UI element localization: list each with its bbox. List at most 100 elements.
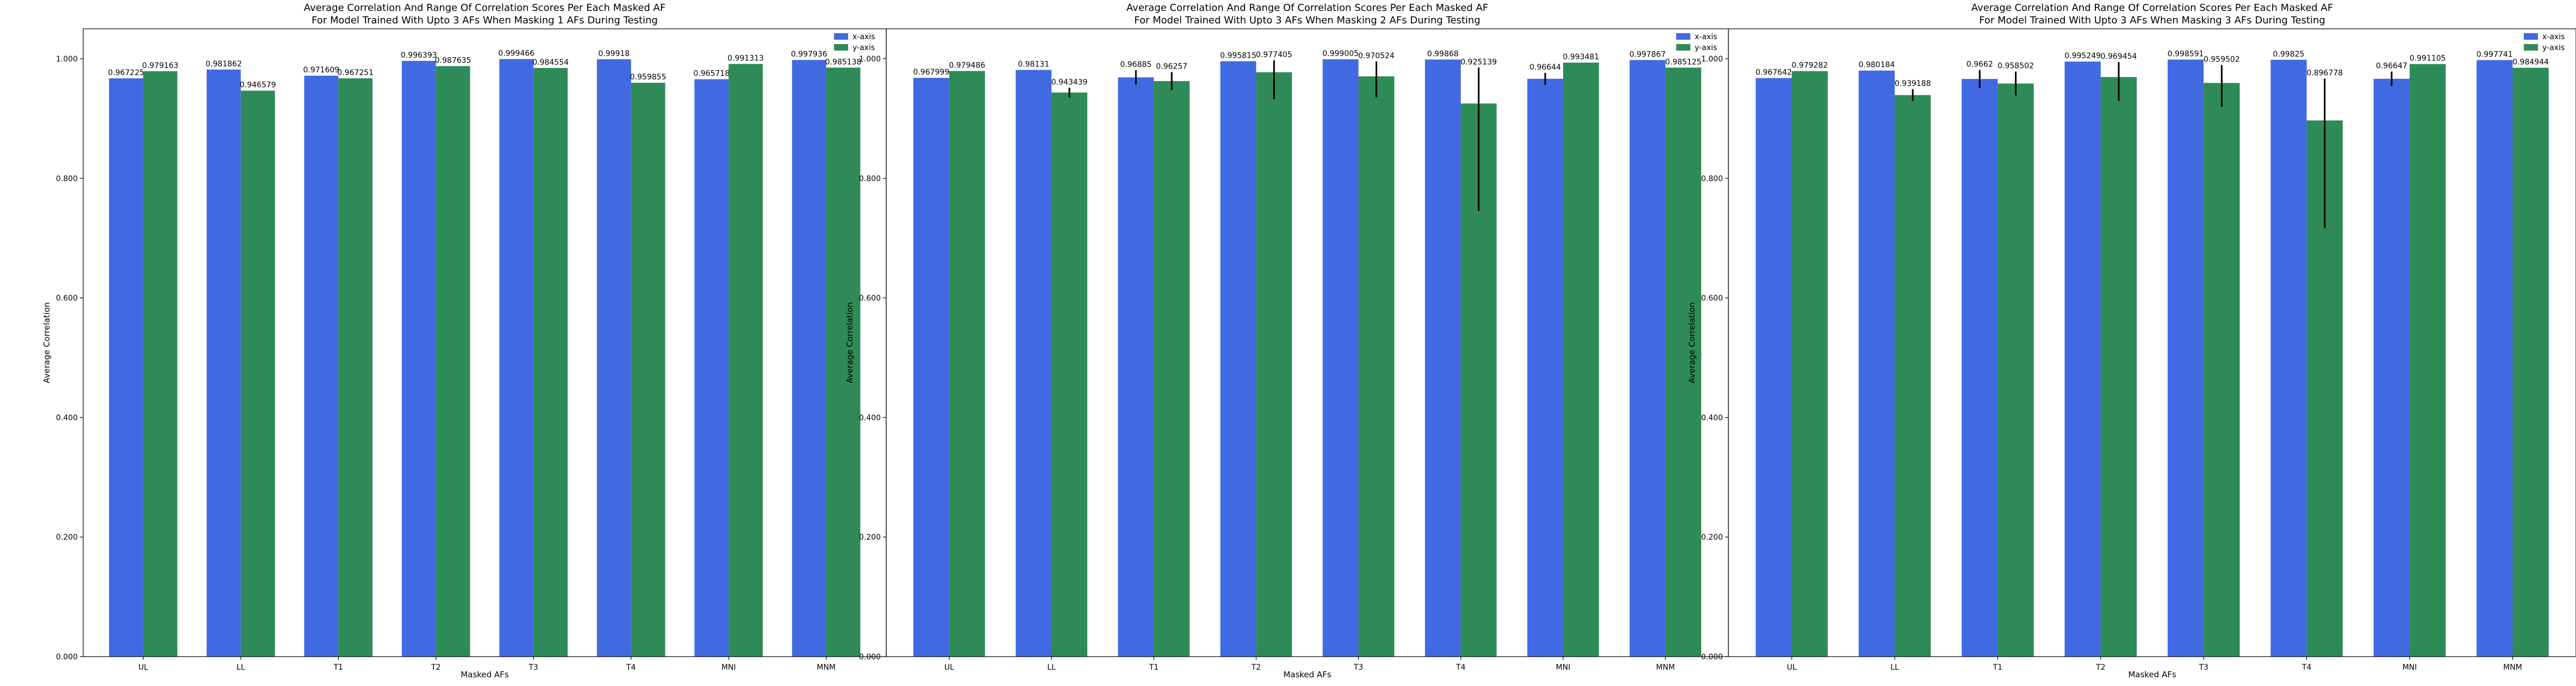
y-axis-label: Average Correlation <box>845 302 855 383</box>
bar-value-label: 0.980184 <box>1858 61 1895 70</box>
bar-value-label: 0.999466 <box>498 50 534 58</box>
legend-label: x-axis <box>2542 33 2565 41</box>
bar-value-label: 0.996393 <box>401 51 437 60</box>
y-tick-label: 1.000 <box>56 55 78 64</box>
x-tick-label: MNI <box>2403 663 2417 672</box>
bar-y-axis-T2 <box>435 66 470 657</box>
chart-panel-1: Average Correlation And Range Of Correla… <box>42 2 887 679</box>
bar-y-axis-LL <box>240 90 275 657</box>
legend-swatch-y-axis <box>2524 44 2538 51</box>
legend-label: x-axis <box>1695 33 1717 41</box>
bar-y-axis-T2 <box>2100 77 2137 657</box>
bar-value-label: 0.967642 <box>1756 69 1792 77</box>
bar-y-axis-MNI <box>1563 63 1599 657</box>
bar-x-axis-UL <box>1756 78 1792 657</box>
y-tick-label: 0.000 <box>1701 653 1723 662</box>
bar-value-label: 0.999005 <box>1322 50 1359 58</box>
x-tick-label: LL <box>1890 663 1899 672</box>
bar-value-label: 0.997741 <box>2477 50 2513 59</box>
x-axis-label: Masked AFs <box>1283 670 1331 679</box>
y-tick-label: 0.200 <box>1701 533 1723 542</box>
bar-value-label: 0.969454 <box>2101 52 2137 61</box>
bar-x-axis-T1 <box>1118 77 1154 657</box>
bar-value-label: 0.96885 <box>1120 60 1152 69</box>
plot-frame <box>1728 28 2576 657</box>
bar-value-label: 0.985138 <box>825 58 862 66</box>
bar-y-axis-LL <box>1051 92 1087 657</box>
bar-y-axis-MNM <box>1665 67 1702 657</box>
bar-y-axis-MNM <box>2512 67 2549 657</box>
x-tick-label: MNI <box>721 663 736 672</box>
bar-value-label: 0.971609 <box>303 66 340 75</box>
x-tick-label: T2 <box>431 663 440 672</box>
y-tick-label: 0.200 <box>56 533 78 542</box>
legend-label: y-axis <box>2542 44 2565 52</box>
legend: x-axis y-axis <box>834 33 875 52</box>
y-axis-label: Average Correlation <box>42 302 52 383</box>
bar-y-axis-T3 <box>533 67 568 657</box>
bar-value-label: 0.967225 <box>108 69 145 77</box>
bar-y-axis-MNI <box>729 64 763 657</box>
bar-value-label: 0.96647 <box>2376 62 2407 71</box>
bar-x-axis-LL <box>1858 70 1895 657</box>
bar-y-axis-T1 <box>338 78 373 657</box>
x-tick-label: T2 <box>1251 663 1261 672</box>
x-tick-label: T4 <box>1455 663 1466 672</box>
bar-value-label: 0.984944 <box>2512 58 2549 66</box>
bar-value-label: 0.99868 <box>1427 50 1459 58</box>
bar-value-label: 0.985125 <box>1665 58 1702 66</box>
bar-value-label: 0.96644 <box>1529 63 1561 72</box>
bar-value-label: 0.984554 <box>532 58 569 67</box>
bar-value-label: 0.995249 <box>2064 52 2101 60</box>
bar-y-axis-T4 <box>631 83 665 657</box>
y-tick-label: 0.400 <box>1701 413 1723 422</box>
x-tick-label: T4 <box>626 663 636 672</box>
bar-value-label: 0.99825 <box>2273 50 2305 59</box>
bar-y-axis-UL <box>949 71 985 657</box>
bar-value-label: 0.979486 <box>949 61 985 70</box>
bar-x-axis-T4 <box>1424 59 1461 657</box>
bar-x-axis-UL <box>913 78 949 657</box>
x-tick-label: MNM <box>2503 663 2522 672</box>
bar-y-axis-T2 <box>1256 72 1292 657</box>
x-tick-label: UL <box>944 663 954 672</box>
y-tick-label: 0.800 <box>56 175 78 183</box>
legend: x-axis y-axis <box>1676 33 1717 52</box>
x-tick-label: T2 <box>2095 663 2105 672</box>
y-tick-label: 0.800 <box>859 175 881 183</box>
x-axis-label: Masked AFs <box>2128 670 2176 679</box>
y-tick-label: 0.400 <box>859 413 881 422</box>
bar-value-label: 0.98131 <box>1018 60 1049 69</box>
bar-value-label: 0.946579 <box>240 81 276 90</box>
bar-y-axis-T3 <box>2204 83 2240 657</box>
bar-y-axis-T3 <box>1358 76 1395 657</box>
bar-value-label: 0.991313 <box>727 54 764 63</box>
bar-value-label: 0.977405 <box>1256 51 1292 59</box>
bar-value-label: 0.981862 <box>206 60 242 69</box>
bar-y-axis-MNM <box>826 67 861 657</box>
x-tick-label: T1 <box>333 663 343 672</box>
bar-x-axis-T2 <box>2064 61 2101 657</box>
bar-y-axis-LL <box>1894 95 1931 657</box>
chart-subtitle: For Model Trained With Upto 3 AFs When M… <box>1134 15 1480 26</box>
legend-swatch-x-axis <box>1676 33 1690 40</box>
bar-y-axis-UL <box>143 71 178 657</box>
bar-value-label: 0.997936 <box>791 50 827 59</box>
x-tick-label: T3 <box>1353 663 1363 672</box>
legend: x-axis y-axis <box>2524 33 2565 52</box>
bar-value-label: 0.998591 <box>2168 50 2204 59</box>
bar-x-axis-UL <box>109 78 144 657</box>
x-tick-label: T3 <box>528 663 538 672</box>
bar-x-axis-LL <box>207 69 241 657</box>
x-tick-label: LL <box>237 663 245 672</box>
y-tick-label: 0.600 <box>859 294 881 303</box>
y-tick-label: 0.400 <box>56 413 78 422</box>
bar-y-axis-T1 <box>1998 83 2034 657</box>
bar-x-axis-MNI <box>1527 78 1564 657</box>
bar-x-axis-T4 <box>596 59 631 657</box>
bar-value-label: 0.997867 <box>1629 50 1666 59</box>
bar-value-label: 0.970524 <box>1358 52 1395 60</box>
legend-label: y-axis <box>853 44 875 52</box>
bar-value-label: 0.993481 <box>1563 53 1600 61</box>
